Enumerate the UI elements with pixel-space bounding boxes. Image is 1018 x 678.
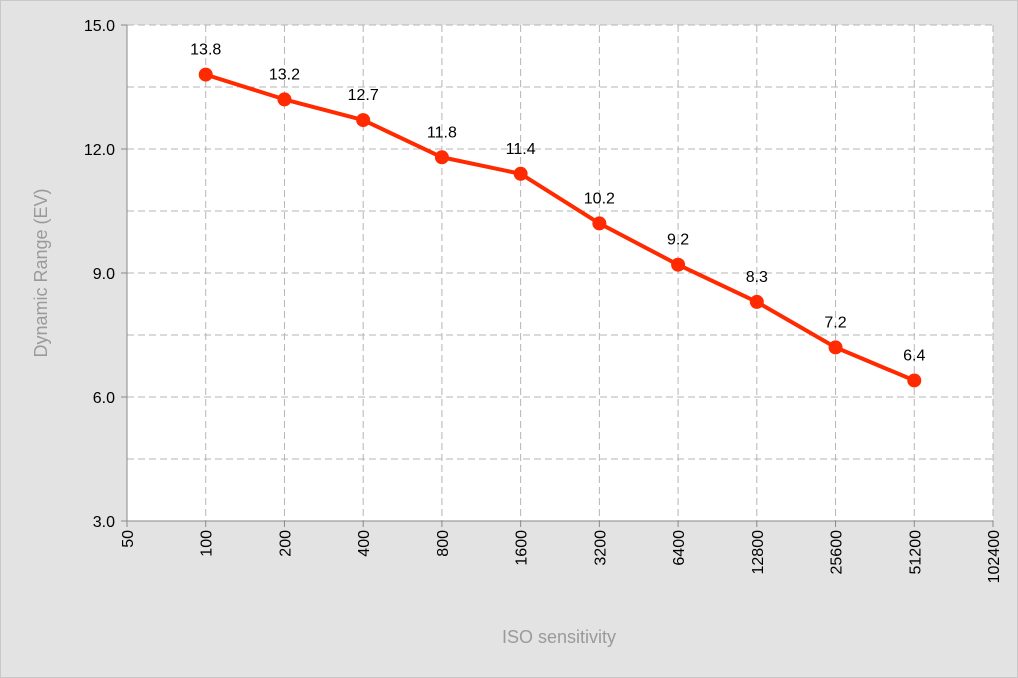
series-line (203, 72, 917, 383)
x-tick-label: 200 (277, 530, 294, 557)
y-tick-label: 9.0 (93, 266, 115, 283)
data-point (671, 257, 686, 272)
x-tick-label: 25600 (829, 530, 846, 575)
x-tick-label: 51200 (907, 530, 924, 575)
x-tick-label: 50 (120, 530, 137, 548)
x-tick-labels: 50 100 200 400 800 1600 3200 6400 12800 25600 5120… (120, 530, 1003, 583)
x-tick-label: 102400 (986, 530, 1003, 583)
data-label: 8.3 (746, 269, 768, 286)
data-label: 7.2 (824, 314, 846, 331)
y-tick-labels: 3.0 6.0 9.0 12.0 15.0 (84, 18, 115, 531)
data-label: 12.7 (348, 87, 379, 104)
y-tick-label: 3.0 (93, 514, 115, 531)
data-point (828, 340, 843, 355)
data-label: 13.8 (190, 42, 221, 59)
data-point (198, 67, 213, 82)
data-label: 11.8 (427, 124, 457, 141)
data-labels: 13.8 13.2 12.7 11.8 11.4 10.2 9.2 8.3 7.2 6.4 (190, 42, 925, 365)
axes (121, 24, 994, 527)
data-label: 9.2 (667, 232, 689, 249)
x-tick-label: 100 (199, 530, 216, 557)
series-group (198, 67, 922, 388)
x-tick-label: 400 (356, 530, 373, 557)
data-point (749, 294, 764, 309)
x-axis-title: ISO sensitivity (502, 627, 616, 647)
x-tick-label: 1600 (514, 530, 531, 566)
data-label: 11.4 (506, 141, 536, 158)
x-tick-label: 3200 (592, 530, 609, 566)
data-point (907, 373, 922, 388)
data-point (356, 113, 371, 128)
data-point (592, 216, 607, 231)
grid (127, 24, 994, 521)
y-tick-label: 15.0 (84, 18, 115, 35)
data-label: 6.4 (903, 347, 925, 364)
x-tick-label: 800 (435, 530, 452, 557)
x-tick-label: 6400 (671, 530, 688, 566)
y-tick-label: 12.0 (84, 142, 115, 159)
y-tick-label: 6.0 (93, 390, 115, 407)
x-tick-label: 12800 (750, 530, 767, 575)
data-label: 10.2 (584, 190, 615, 207)
y-axis-title: Dynamic Range (EV) (31, 188, 51, 357)
data-point (434, 150, 449, 165)
data-point (513, 166, 528, 181)
data-point (277, 92, 292, 107)
data-label: 13.2 (269, 66, 300, 83)
